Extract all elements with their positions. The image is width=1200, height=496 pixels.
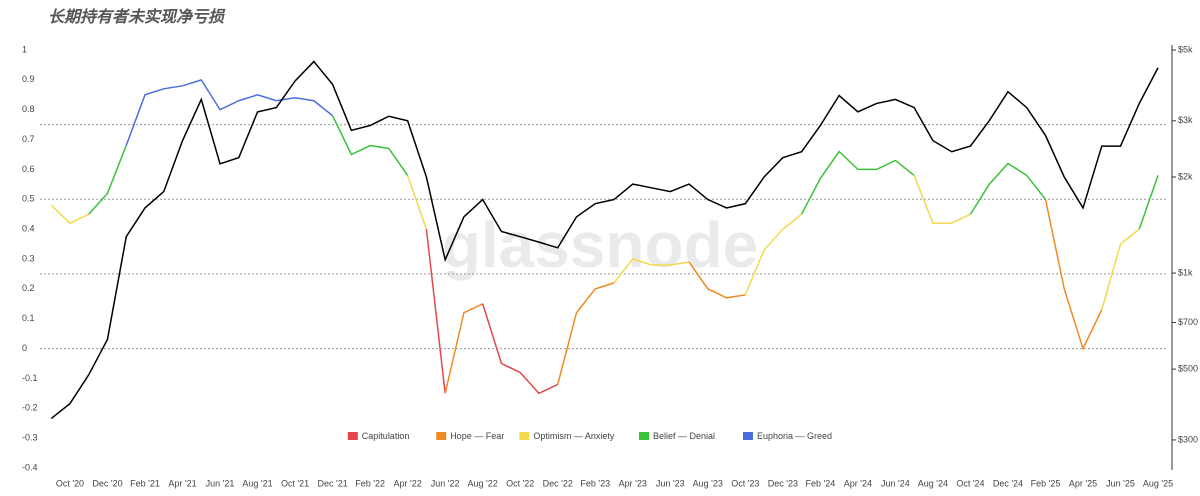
x-tick-label: Apr '22 [394,478,422,488]
y2-tick-label: $700 [1178,317,1198,327]
nupl-line [88,145,127,215]
x-tick-label: Oct '23 [731,478,759,488]
nupl-line [425,229,446,394]
y-tick-label: 0.6 [22,164,35,174]
x-tick-label: Feb '24 [805,478,835,488]
y2-tick-label: $3k [1178,115,1193,125]
y-tick-label: 0.3 [22,253,35,263]
nupl-line [1044,199,1103,351]
y2-tick-label: $1k [1178,267,1193,277]
x-tick-label: Oct '22 [506,478,534,488]
x-tick-label: Apr '23 [619,478,647,488]
legend-label: Belief — Denial [653,431,715,441]
x-tick-label: Apr '24 [844,478,872,488]
x-tick-label: Aug '22 [468,478,498,488]
y2-tick-label: $500 [1178,364,1198,374]
y-tick-label: 0.7 [22,134,35,144]
y-tick-label: 0.8 [22,104,35,114]
nupl-line [744,213,803,296]
x-tick-label: Jun '22 [431,478,460,488]
nupl-line [1138,175,1159,230]
x-tick-label: Feb '25 [1031,478,1061,488]
legend-swatch [743,432,753,440]
chart-title: 长期持有者未实现净亏损 [48,8,226,26]
legend-label: Euphoria — Greed [757,431,832,441]
y-tick-label: 0.1 [22,313,35,323]
nupl-line [481,303,559,395]
nupl-line [1101,228,1140,310]
x-tick-label: Jun '24 [881,478,910,488]
nupl-line [331,115,409,176]
y-tick-label: 0.2 [22,283,35,293]
nupl-line [913,175,971,224]
legend-label: Optimism — Anxiety [533,431,615,441]
x-tick-label: Aug '23 [693,478,723,488]
nupl-line [969,162,1047,215]
legend-swatch [347,432,358,440]
y2-tick-label: $2k [1178,171,1193,181]
legend-swatch [519,432,530,440]
y-tick-label: -0.1 [22,373,38,383]
x-tick-label: Jun '23 [656,478,685,488]
y-tick-label: 0.5 [22,194,35,204]
legend-label: Capitulation [362,431,410,441]
x-tick-label: Feb '21 [130,478,160,488]
x-tick-label: Apr '21 [168,478,196,488]
x-tick-label: Jun '21 [206,478,235,488]
x-tick-label: Dec '23 [768,478,798,488]
price-line [50,60,1159,420]
watermark: glassnode [442,209,759,281]
x-tick-label: Oct '24 [956,478,984,488]
legend-swatch [639,432,649,440]
x-tick-label: Feb '23 [580,478,610,488]
y-tick-label: 1 [22,44,27,54]
y-tick-label: -0.4 [22,462,38,472]
y-tick-label: 0.9 [22,74,35,84]
y-tick-label: -0.2 [22,403,38,413]
y-tick-label: -0.3 [22,433,38,443]
x-tick-label: Dec '22 [543,478,573,488]
nupl-line [50,204,90,225]
x-tick-label: Aug '21 [242,478,272,488]
x-tick-label: Jun '25 [1106,478,1135,488]
legend-label: Hope — Fear [450,431,504,441]
nupl-line [613,258,690,284]
x-tick-label: Dec '21 [317,478,347,488]
x-tick-label: Dec '24 [993,478,1023,488]
x-tick-label: Aug '24 [918,478,948,488]
x-tick-label: Apr '25 [1069,478,1097,488]
nupl-line [444,303,484,394]
nupl-line [406,175,428,230]
nupl-line [125,78,334,146]
x-tick-label: Dec '20 [92,478,122,488]
y2-tick-label: $300 [1178,434,1198,444]
x-tick-label: Oct '20 [56,478,84,488]
y2-tick-label: $5k [1178,44,1193,54]
legend-swatch [436,432,447,440]
x-tick-label: Feb '22 [355,478,385,488]
y-tick-label: 0 [22,343,27,353]
nupl-line [556,282,615,385]
x-tick-label: Oct '21 [281,478,309,488]
y-tick-label: 0.4 [22,224,35,234]
x-tick-label: Aug '25 [1143,478,1173,488]
nupl-line [800,150,915,215]
nupl-line [688,261,746,299]
